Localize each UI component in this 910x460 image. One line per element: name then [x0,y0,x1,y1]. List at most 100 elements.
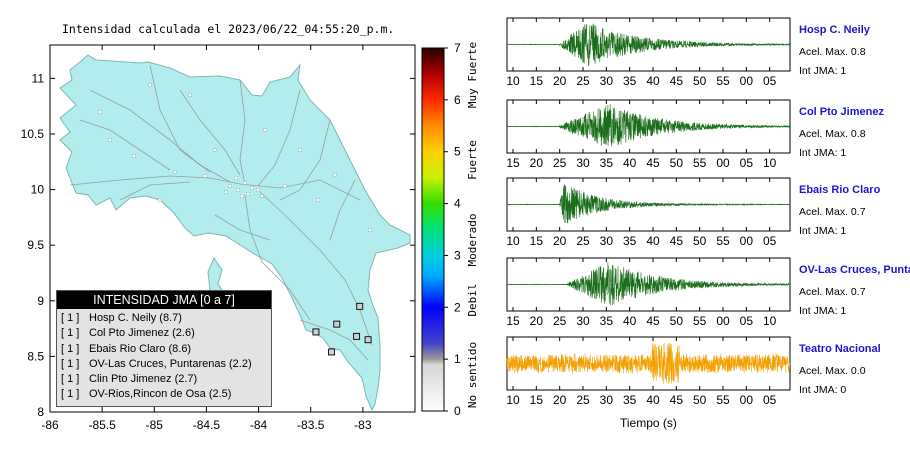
legend-level: [ 1 ] [61,388,80,401]
waveform-tick-label: 40 [646,74,660,88]
road-9 [214,214,271,241]
waveform-tick-label: 00 [716,314,730,328]
x-tick-label: -84.5 [193,418,221,432]
colorbar-tick-label: 7 [454,41,461,55]
city-marker-18 [298,148,302,152]
waveform-tick-label: 00 [740,393,754,407]
costa-rica-land [59,54,411,412]
waveform-tick-label: 45 [646,314,660,328]
station-int-jma: Int JMA: 1 [799,147,847,159]
station-info: Acel. Max. 0.7 Int JMA: 1 [799,283,866,321]
city-marker-0 [228,184,232,188]
waveform-tick-label: 25 [553,156,567,170]
waveform-tick-label: 40 [646,234,660,248]
waveform-tick-label: 05 [763,393,777,407]
waveform-tick-label: 05 [763,74,777,88]
station-name: Hosp C. Neily [799,24,870,36]
x-tick-label: -84 [250,418,268,432]
waveform-tick-label: 25 [576,393,590,407]
legend-station-name: Clin Pto Jimenez (2.7) [89,373,198,386]
legend-station-name: OV-Rios,Rincon de Osa (2.5) [89,388,232,401]
station-marker [328,348,336,356]
waveform-tick-label: 20 [553,234,567,248]
station-acel-max: Acel. Max. 0.8 [799,128,866,140]
colorbar-tick-label: 3 [454,248,461,262]
legend-row: [ 1 ] Col Pto Jimenez (2.6) [57,326,271,341]
city-marker-7 [246,192,250,196]
city-marker-13 [316,198,320,202]
legend-station-name: Hosp C. Neily (8.7) [89,312,182,324]
station-marker [356,302,364,310]
city-marker-3 [250,186,254,190]
legend-level: [ 1 ] [61,312,80,324]
map-frame [49,44,416,413]
waveform-tick-label: 10 [506,234,520,248]
city-marker-20 [368,228,372,232]
station-acel-max: Acel. Max. 0.8 [799,46,866,58]
x-tick-label: -85 [146,418,164,432]
waveform-tick-label: 10 [506,393,520,407]
station-int-jma: Int JMA: 1 [799,305,847,317]
waveform-tick-label: 20 [530,314,544,328]
x-tick-label: -86 [41,418,59,432]
legend-station-name: Ebais Rio Claro (8.6) [89,342,192,355]
waveform-tick-label: 30 [600,393,614,407]
station-info: Acel. Max. 0.8 Int JMA: 1 [799,43,866,81]
y-tick-label: 8.5 [27,349,44,363]
road-7 [119,181,191,201]
legend-title: INTENSIDAD JMA [0 a 7] [57,291,271,309]
map-title: Intensidad calculada el 2023/06/22_04:55… [62,22,395,36]
waveform-tick-label: 20 [553,74,567,88]
city-marker-11 [203,174,207,178]
station-marker [333,320,341,328]
station-info: Acel. Max. 0.7 Int JMA: 1 [799,203,866,241]
legend-station-name: OV-Las Cruces, Puntarenas (2.2) [89,357,252,370]
legend-level: [ 1 ] [61,357,80,370]
road-4 [257,89,301,187]
city-marker-17 [98,110,102,114]
road-12 [329,179,356,241]
colorbar-category-label: Fuerte [466,140,479,180]
waveform-tick-label: 55 [716,234,730,248]
waveform-tick-label: 00 [716,156,730,170]
city-marker-1 [236,188,240,192]
station-info: Acel. Max. 0.0 Int JMA: 0 [799,362,866,400]
waveform-tick-label: 15 [530,234,544,248]
waveform-tick-label: 30 [576,314,590,328]
waveform-trace [506,23,791,66]
waveform-tick-label: 15 [530,74,544,88]
legend-row: [ 1 ] Clin Pto Jimenez (2.7) [57,372,271,387]
waveform-tick-label: 50 [693,393,707,407]
waveform-tick-label: 35 [623,74,637,88]
colorbar-gradient [421,47,445,412]
colorbar-tick-label: 5 [454,145,461,159]
city-marker-23 [213,148,217,152]
waveform-tick-label: 10 [506,74,520,88]
city-marker-21 [188,93,192,97]
city-marker-5 [256,188,260,192]
legend-level: [ 1 ] [61,373,80,386]
station-info: Acel. Max. 0.8 Int JMA: 1 [799,125,866,163]
y-tick-label: 9 [37,294,44,308]
colorbar-tick-label: 2 [454,300,461,314]
city-marker-24 [148,83,152,87]
legend-level: [ 1 ] [61,327,80,340]
waveform-tick-label: 35 [623,393,637,407]
legend-row: [ 1 ] OV-Las Cruces, Puntarenas (2.2) [57,357,271,372]
waveform-tick-label: 35 [600,314,614,328]
station-name: Col Pto Jimenez [799,106,884,118]
colorbar-category-label: Moderado [466,214,479,267]
waveform-tick-label: 45 [670,393,684,407]
y-tick-label: 11 [32,71,45,85]
waveform-tick-label: 15 [530,393,544,407]
waveform-tick-label: 05 [740,314,754,328]
road-11 [179,89,241,176]
waveform-tick-label: 25 [576,74,590,88]
waveform-tick-label: 00 [740,74,754,88]
station-int-jma: Int JMA: 1 [799,65,847,77]
waveform-tick-label: 50 [670,156,684,170]
legend-level: [ 1 ] [61,342,80,355]
y-tick-label: 9.5 [27,238,44,252]
waveform-tick-label: 55 [716,393,730,407]
waveform-tick-label: 55 [693,314,707,328]
